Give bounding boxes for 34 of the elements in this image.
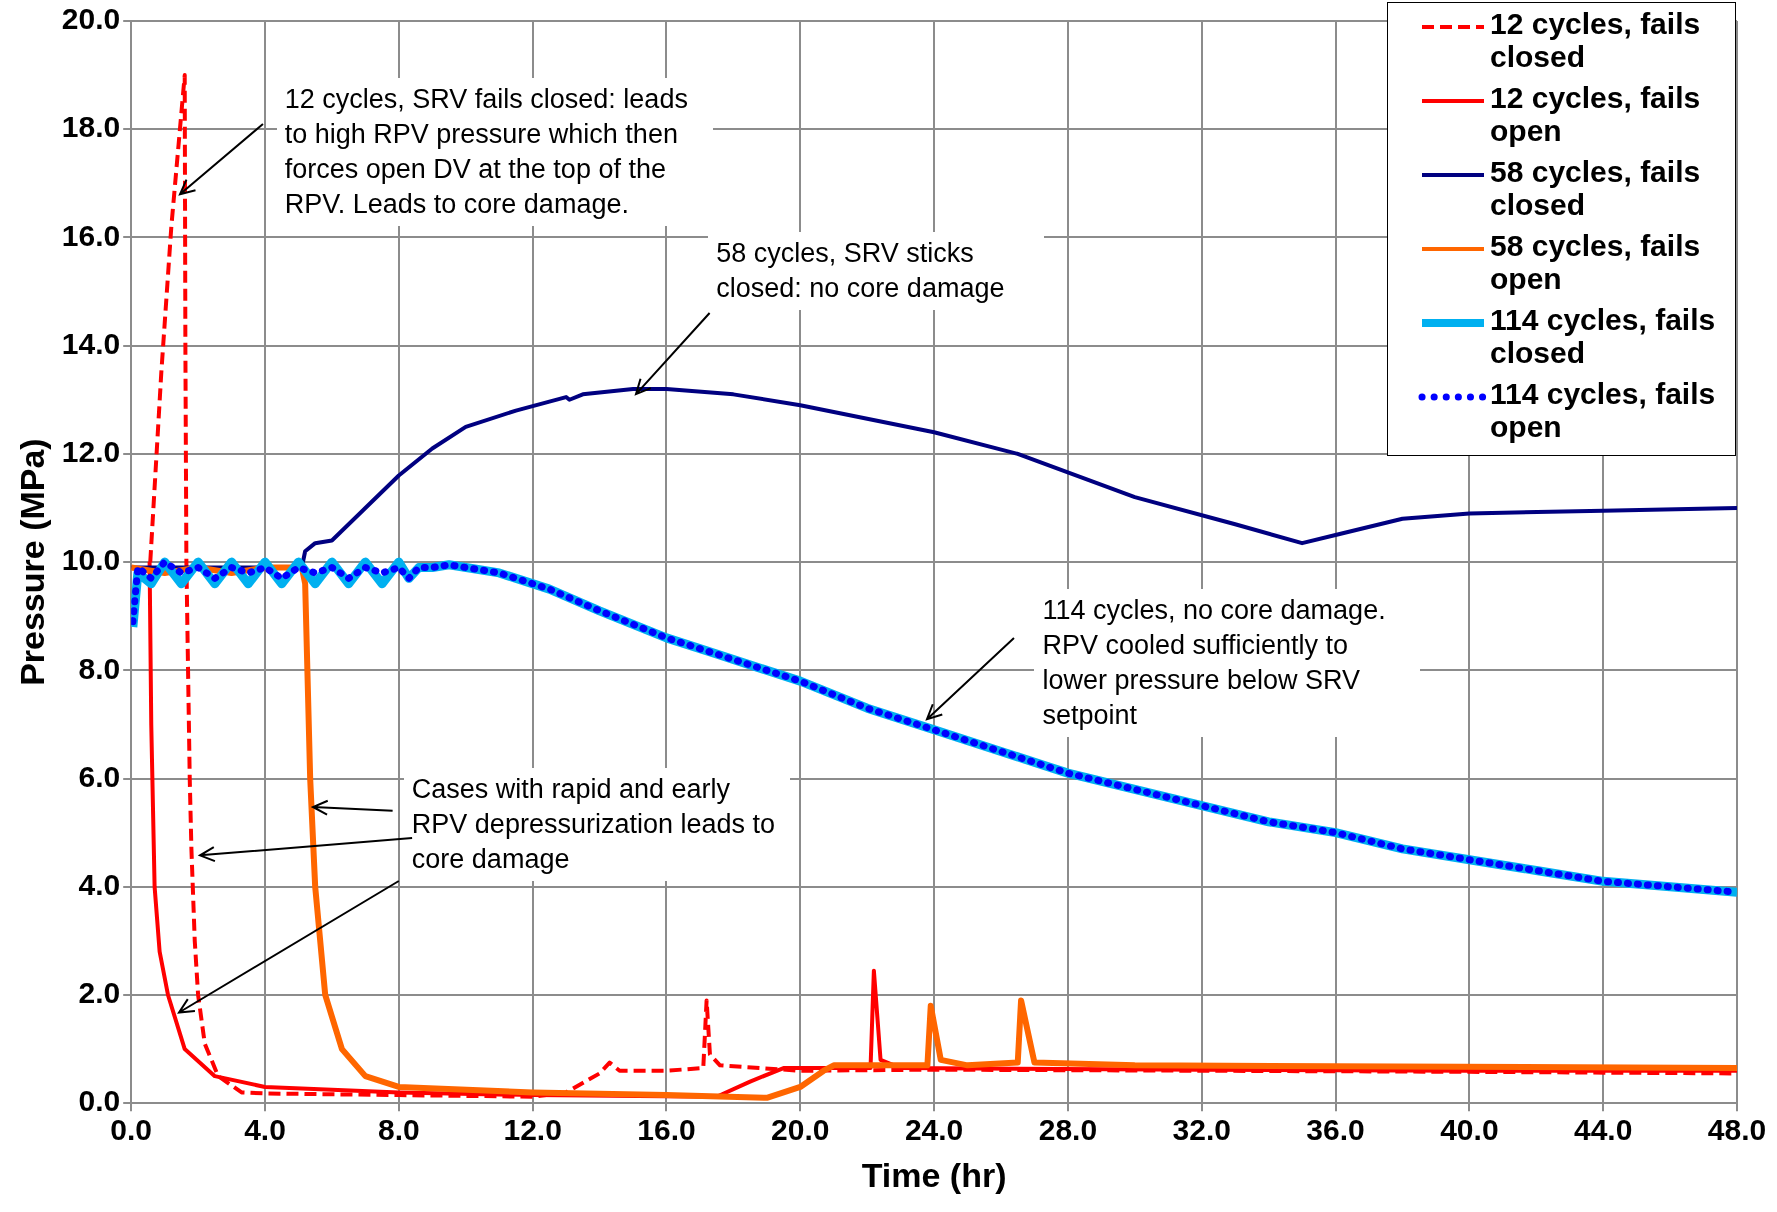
y-tick-label: 10.0	[61, 543, 121, 577]
y-tick-label: 12.0	[61, 435, 121, 469]
annotation: 12 cycles, SRV fails closed: leads to high RPV pressure which then forces open DV at the top of the RPV. Leads to core damage.	[276, 77, 713, 226]
annotation: Cases with rapid and early RPV depressurization leads to core damage	[403, 767, 790, 881]
y-tick-label: 2.0	[78, 976, 121, 1010]
x-tick-label: 44.0	[1573, 1113, 1633, 1147]
x-tick-label: 12.0	[503, 1113, 562, 1147]
x-tick-label: 8.0	[377, 1113, 420, 1147]
legend-label: 12 cycles, fails closed	[1490, 7, 1702, 73]
x-tick-label: 40.0	[1440, 1113, 1499, 1147]
annotation: 58 cycles, SRV sticks closed: no core damage	[708, 232, 1045, 311]
y-tick-label: 20.0	[61, 2, 121, 36]
legend-label: 58 cycles, fails open	[1490, 229, 1702, 295]
legend-label: 114 cycles, fails closed	[1490, 303, 1717, 369]
annotation: 114 cycles, no core damage. RPV cooled sufficiently to lower pressure below SRV setpoint	[1034, 589, 1421, 738]
legend-label: 58 cycles, fails closed	[1490, 155, 1702, 221]
x-tick-label: 48.0	[1707, 1113, 1767, 1147]
y-tick-label: 8.0	[78, 651, 121, 685]
x-tick-label: 28.0	[1038, 1113, 1098, 1147]
y-tick-label: 14.0	[61, 326, 121, 360]
x-tick-label: 16.0	[637, 1113, 696, 1147]
x-tick-label: 4.0	[244, 1113, 286, 1147]
x-axis-title: Time (hr)	[861, 1155, 1007, 1194]
y-tick-label: 16.0	[61, 218, 121, 252]
y-tick-label: 6.0	[78, 759, 121, 793]
y-tick-label: 4.0	[78, 868, 121, 902]
y-tick-label: 18.0	[61, 110, 121, 144]
x-tick-label: 32.0	[1172, 1113, 1231, 1147]
legend-label: 114 cycles, fails open	[1490, 377, 1717, 443]
x-tick-label: 20.0	[771, 1113, 830, 1147]
legend-label: 12 cycles, fails open	[1490, 81, 1702, 147]
x-tick-label: 24.0	[904, 1113, 964, 1147]
y-axis-title: Pressure (MPa)	[12, 438, 51, 686]
x-tick-label: 36.0	[1306, 1113, 1365, 1147]
